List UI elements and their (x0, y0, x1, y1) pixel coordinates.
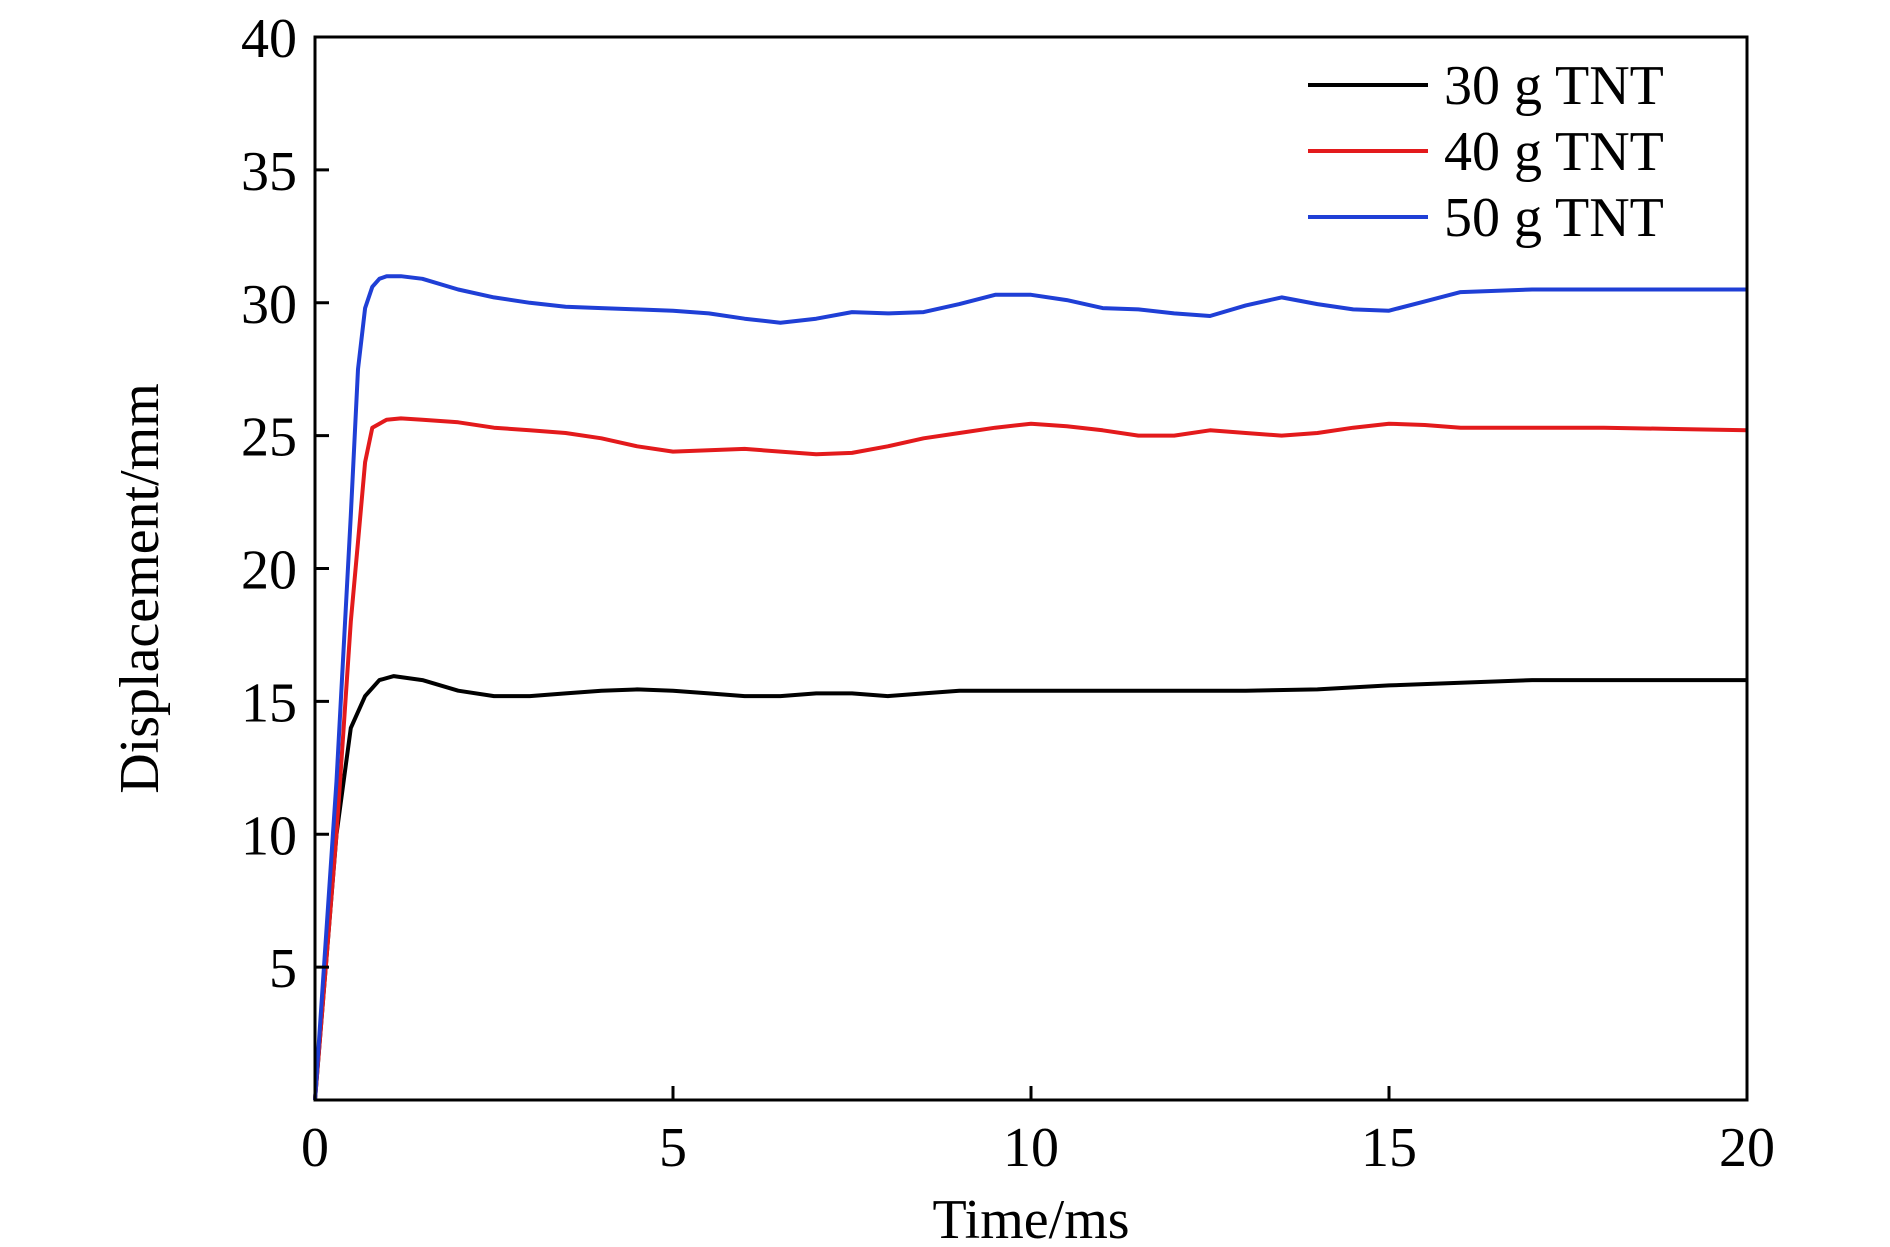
x-tick-label: 0 (301, 1117, 329, 1179)
y-tick-label: 10 (241, 805, 297, 867)
y-tick-label: 25 (241, 407, 297, 469)
legend-label: 50 g TNT (1444, 187, 1664, 249)
series-layer (313, 274, 1748, 1101)
y-tick-label: 40 (241, 8, 297, 70)
series-line-1 (313, 674, 1747, 1101)
x-tick-label: 20 (1719, 1117, 1775, 1179)
y-tick-label: 35 (241, 141, 297, 203)
legend-label: 40 g TNT (1444, 121, 1664, 183)
ticks-layer: 0 5 10 15 20 5 10 15 20 25 30 35 40 (241, 8, 1775, 1179)
x-axis-label: Time/ms (932, 1189, 1129, 1247)
series-line-3 (313, 274, 1747, 1101)
series-line-2 (313, 416, 1748, 1101)
legend-label: 30 g TNT (1444, 55, 1664, 117)
y-axis-label: Displacement/mm (109, 383, 171, 794)
x-tick-label: 15 (1361, 1117, 1417, 1179)
y-tick-label: 5 (269, 938, 297, 1000)
x-tick-label: 5 (659, 1117, 687, 1179)
y-tick-label: 20 (241, 540, 297, 602)
y-tick-label: 30 (241, 274, 297, 336)
y-tick-label: 15 (241, 672, 297, 734)
x-tick-label: 10 (1003, 1117, 1059, 1179)
